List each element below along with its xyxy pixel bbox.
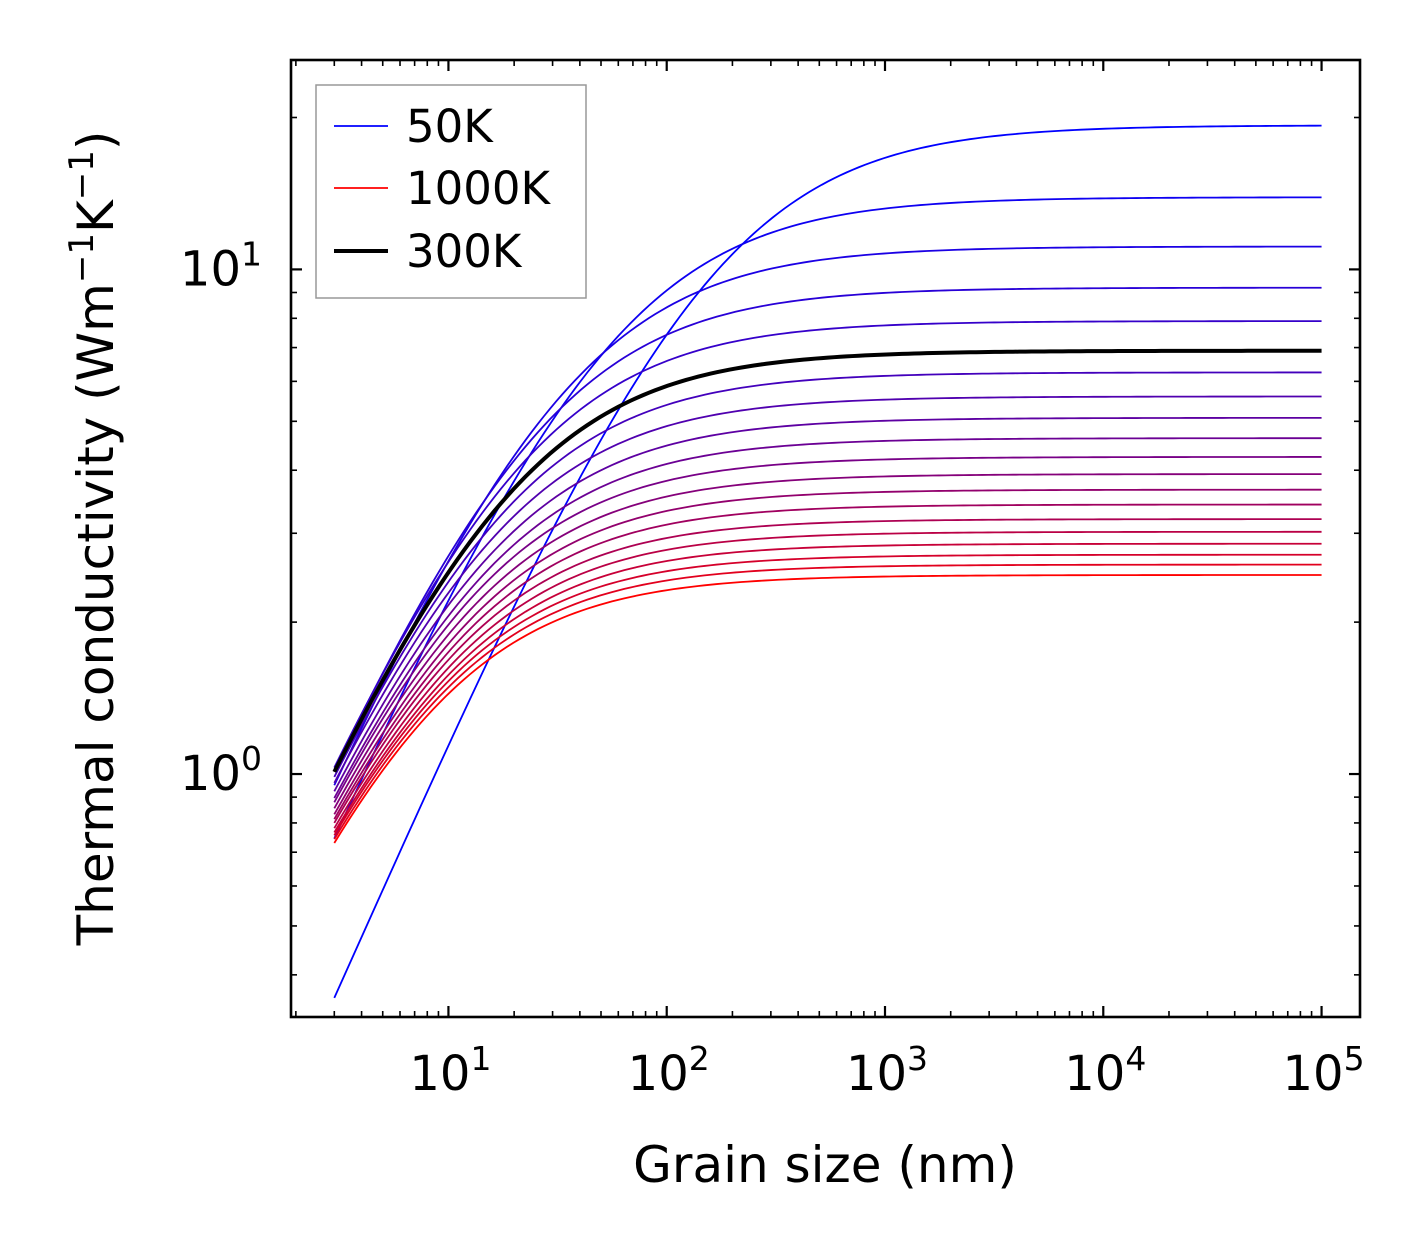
legend-label-300k: 300K — [406, 225, 523, 278]
series-line-750k — [333, 518, 1322, 824]
legend: 50K 1000K 300K — [315, 84, 587, 299]
x-tick-label-10-base: 10 — [409, 1046, 470, 1102]
x-tick-label-10000-base: 10 — [1064, 1046, 1125, 1102]
series-line-850k — [333, 542, 1322, 833]
x-tick-label-10000-exponent: 4 — [1125, 1039, 1146, 1078]
series-line-900k — [333, 553, 1322, 836]
x-tick-label-100000-exponent: 5 — [1344, 1039, 1365, 1078]
series-line-500k — [333, 437, 1322, 799]
x-tick-label-100-exponent: 2 — [689, 1039, 710, 1078]
plot-frame — [289, 58, 1362, 1019]
y-tick-label-1-base: 10 — [180, 746, 241, 802]
y-tick-label-1: 100 — [180, 739, 262, 802]
series-line-250k — [333, 320, 1322, 768]
series-line-400k — [333, 395, 1322, 784]
series-line-300k — [332, 348, 1322, 773]
series-line-150k — [333, 245, 1322, 786]
x-axis-label: Grain size (nm) — [633, 1136, 1017, 1194]
series-line-950k — [333, 563, 1322, 840]
series-line-1000k — [333, 574, 1322, 844]
x-tick-label-10: 101 — [409, 1039, 491, 1102]
y-axis-label-unit-exp2: −1 — [62, 150, 102, 200]
series-layer — [332, 124, 1322, 999]
y-axis-label-unit-open: (Wm — [67, 283, 125, 401]
y-axis-label: Thermal conductivity (Wm−1K−1) — [62, 131, 125, 947]
y-axis-label-unit-exp1: −1 — [62, 233, 102, 283]
x-tick-label-10-exponent: 1 — [470, 1039, 491, 1078]
series-line-800k — [333, 530, 1322, 829]
series-line-550k — [333, 456, 1322, 803]
y-tick-label-10-base: 10 — [180, 241, 241, 297]
y-tick-label-1-exponent: 0 — [241, 739, 262, 778]
series-line-350k — [333, 371, 1322, 778]
y-axis-label-unit-k: K — [67, 199, 125, 233]
series-line-650k — [333, 488, 1322, 815]
x-tick-label-1000: 103 — [846, 1039, 928, 1102]
legend-label-50k: 50K — [406, 100, 494, 153]
y-axis-label-unit-close: ) — [67, 131, 125, 151]
x-tick-label-100000-base: 10 — [1283, 1046, 1344, 1102]
x-tick-label-100000: 105 — [1283, 1039, 1365, 1102]
x-tick-label-10000: 104 — [1064, 1039, 1146, 1102]
series-line-600k — [333, 473, 1322, 809]
y-tick-label-10-exponent: 1 — [241, 234, 262, 273]
y-axis-label-main: Thermal conductivity — [67, 417, 125, 947]
legend-label-1000k: 1000K — [406, 162, 552, 215]
x-tick-label-1000-base: 10 — [846, 1046, 907, 1102]
legend-box — [315, 84, 587, 299]
series-line-450k — [333, 416, 1322, 792]
x-tick-label-1000-exponent: 3 — [907, 1039, 928, 1078]
x-tick-label-100: 102 — [628, 1039, 710, 1102]
y-tick-label-10: 101 — [180, 234, 262, 297]
x-tick-label-100-base: 10 — [628, 1046, 689, 1102]
series-line-700k — [333, 503, 1322, 820]
series-line-200k — [333, 286, 1322, 771]
